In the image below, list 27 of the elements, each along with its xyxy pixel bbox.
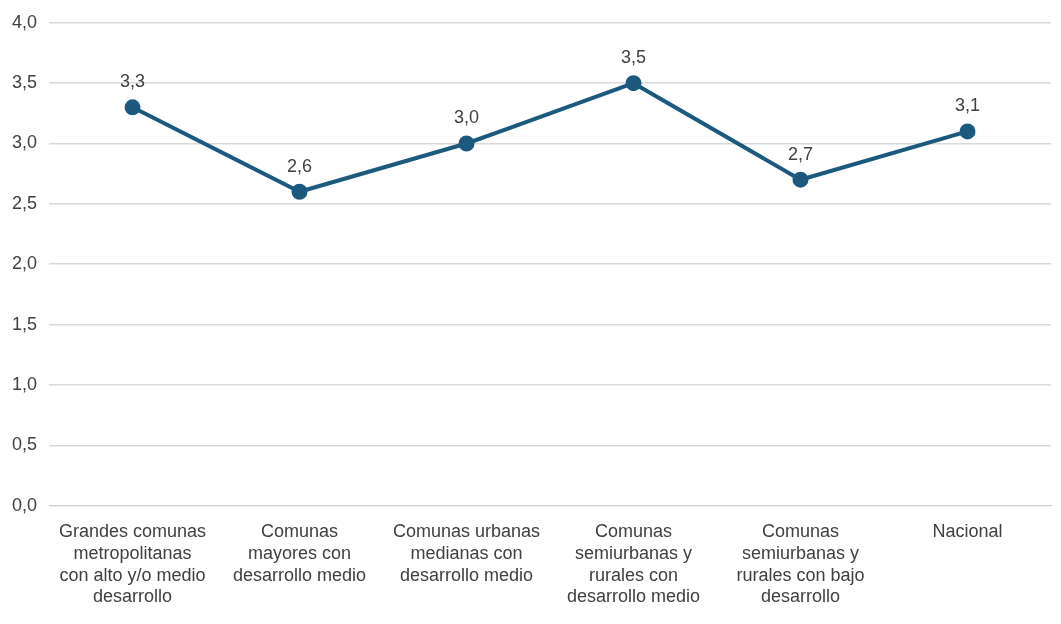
point [959,123,976,140]
x-tick-label: Grandes comunas metropolitanas con alto y/o medio desarrollo [58,521,207,607]
data-label: 3,0 [454,107,480,128]
point [625,75,642,92]
point [124,99,141,116]
y-tick-label: 1,0 [11,373,38,394]
y-tick-label: 4,0 [11,11,38,32]
y-tick-label: 0,5 [11,434,38,455]
y-tick-label: 3,5 [11,72,38,93]
x-tick-label: Comunas mayores con desarrollo medio [232,521,367,585]
point [458,135,475,152]
data-label: 3,3 [120,71,146,92]
y-tick-label: 1,5 [11,313,38,334]
x-tick-label: Comunas semiurbanas y rurales con desarrollo medio [566,521,701,607]
y-tick-label: 0,0 [11,494,38,515]
data-label: 3,5 [620,47,647,68]
data-label: 2,7 [787,143,814,164]
y-tick-label: 2,0 [11,253,38,274]
data-label: 3,1 [954,95,981,116]
point [792,171,809,188]
data-label: 2,6 [287,155,313,176]
x-tick-label: Nacional [932,521,1003,542]
x-tick-label: Comunas semiurbanas y rurales con bajo desarrollo [736,521,865,607]
point [291,183,308,200]
y-tick-label: 2,5 [11,192,38,213]
y-tick-label: 3,0 [11,132,38,153]
x-tick-label: Comunas urbanas medianas con desarrollo medio [392,521,541,585]
